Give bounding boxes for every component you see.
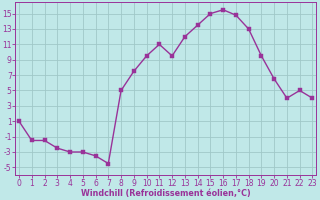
X-axis label: Windchill (Refroidissement éolien,°C): Windchill (Refroidissement éolien,°C) (81, 189, 251, 198)
